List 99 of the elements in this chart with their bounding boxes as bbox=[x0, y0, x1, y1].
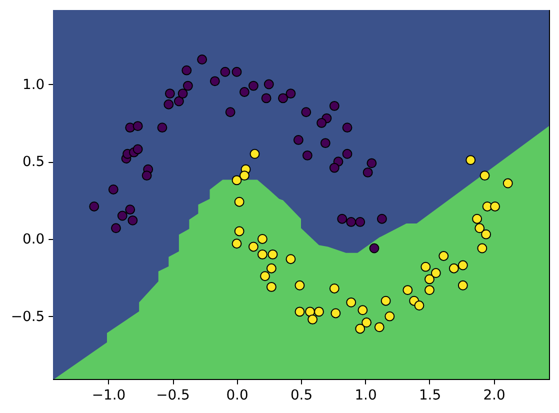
point bbox=[472, 214, 482, 224]
point bbox=[261, 93, 272, 104]
point bbox=[430, 268, 441, 278]
point bbox=[346, 297, 356, 308]
point bbox=[438, 251, 449, 261]
x-tick-label: −1.0 bbox=[92, 387, 126, 404]
point bbox=[266, 282, 276, 292]
point bbox=[257, 234, 268, 244]
point bbox=[248, 80, 258, 91]
point bbox=[342, 148, 352, 159]
point bbox=[490, 202, 500, 212]
point bbox=[117, 210, 128, 221]
point bbox=[294, 280, 305, 290]
point bbox=[329, 100, 340, 111]
y-tick-label: −0.5 bbox=[10, 308, 45, 325]
point bbox=[164, 99, 174, 110]
point bbox=[264, 79, 274, 90]
point bbox=[232, 175, 242, 186]
point bbox=[376, 214, 387, 224]
point bbox=[128, 215, 138, 226]
point bbox=[142, 170, 152, 181]
point bbox=[239, 87, 250, 97]
point bbox=[293, 135, 304, 145]
point bbox=[448, 263, 459, 274]
x-tick-label: 1.0 bbox=[354, 387, 377, 404]
point bbox=[314, 306, 324, 317]
point bbox=[369, 243, 380, 254]
x-tick-label: 2.0 bbox=[483, 387, 506, 404]
point bbox=[182, 65, 192, 76]
point bbox=[164, 88, 175, 99]
point bbox=[420, 262, 431, 272]
x-tick-label: 0.0 bbox=[226, 387, 248, 404]
point bbox=[458, 280, 468, 290]
point bbox=[257, 249, 268, 260]
y-tick-label: 0.0 bbox=[22, 231, 45, 248]
point bbox=[414, 300, 424, 310]
point bbox=[286, 88, 296, 99]
point bbox=[232, 238, 242, 249]
y-tick-label: 0.5 bbox=[22, 154, 45, 170]
point bbox=[157, 122, 168, 133]
point bbox=[108, 184, 118, 194]
point bbox=[268, 249, 278, 260]
point bbox=[329, 162, 340, 173]
point bbox=[234, 226, 244, 236]
point bbox=[502, 178, 513, 188]
point bbox=[266, 263, 276, 274]
point bbox=[174, 96, 184, 106]
point bbox=[481, 229, 492, 240]
point bbox=[362, 167, 373, 178]
point bbox=[374, 322, 384, 332]
point bbox=[132, 121, 143, 131]
point bbox=[89, 202, 100, 212]
point bbox=[239, 170, 250, 181]
point bbox=[278, 93, 288, 104]
point bbox=[466, 155, 476, 166]
point bbox=[260, 271, 270, 282]
point bbox=[110, 223, 121, 234]
point bbox=[384, 311, 395, 322]
point bbox=[316, 118, 327, 128]
x-tick-label: 1.5 bbox=[418, 387, 442, 404]
point bbox=[330, 308, 341, 318]
point bbox=[250, 148, 260, 159]
point bbox=[225, 107, 236, 118]
point bbox=[474, 223, 485, 234]
point bbox=[248, 242, 258, 252]
point bbox=[286, 254, 296, 264]
point bbox=[355, 217, 366, 227]
point bbox=[366, 158, 377, 168]
point bbox=[178, 88, 188, 99]
point bbox=[346, 217, 356, 227]
point bbox=[301, 107, 312, 118]
point bbox=[210, 76, 220, 86]
point bbox=[458, 260, 468, 270]
point bbox=[294, 306, 305, 317]
point bbox=[220, 66, 230, 77]
point bbox=[362, 318, 372, 328]
point bbox=[477, 243, 488, 254]
point bbox=[380, 296, 391, 306]
point bbox=[197, 54, 208, 64]
point bbox=[125, 204, 136, 215]
point bbox=[320, 138, 330, 148]
point bbox=[232, 66, 242, 77]
point bbox=[132, 144, 143, 154]
x-tick-label: 0.5 bbox=[290, 387, 313, 404]
point bbox=[424, 285, 434, 295]
point bbox=[342, 122, 352, 133]
point bbox=[302, 150, 312, 160]
point bbox=[234, 196, 244, 207]
point bbox=[329, 284, 340, 294]
point bbox=[308, 314, 318, 324]
point bbox=[480, 170, 490, 181]
x-tick-label: −0.5 bbox=[156, 387, 190, 404]
point bbox=[182, 80, 193, 91]
point bbox=[337, 214, 348, 224]
point bbox=[402, 285, 413, 295]
point bbox=[358, 305, 368, 316]
y-tick-label: 1.0 bbox=[22, 76, 45, 93]
point bbox=[424, 274, 434, 284]
point bbox=[355, 324, 366, 334]
